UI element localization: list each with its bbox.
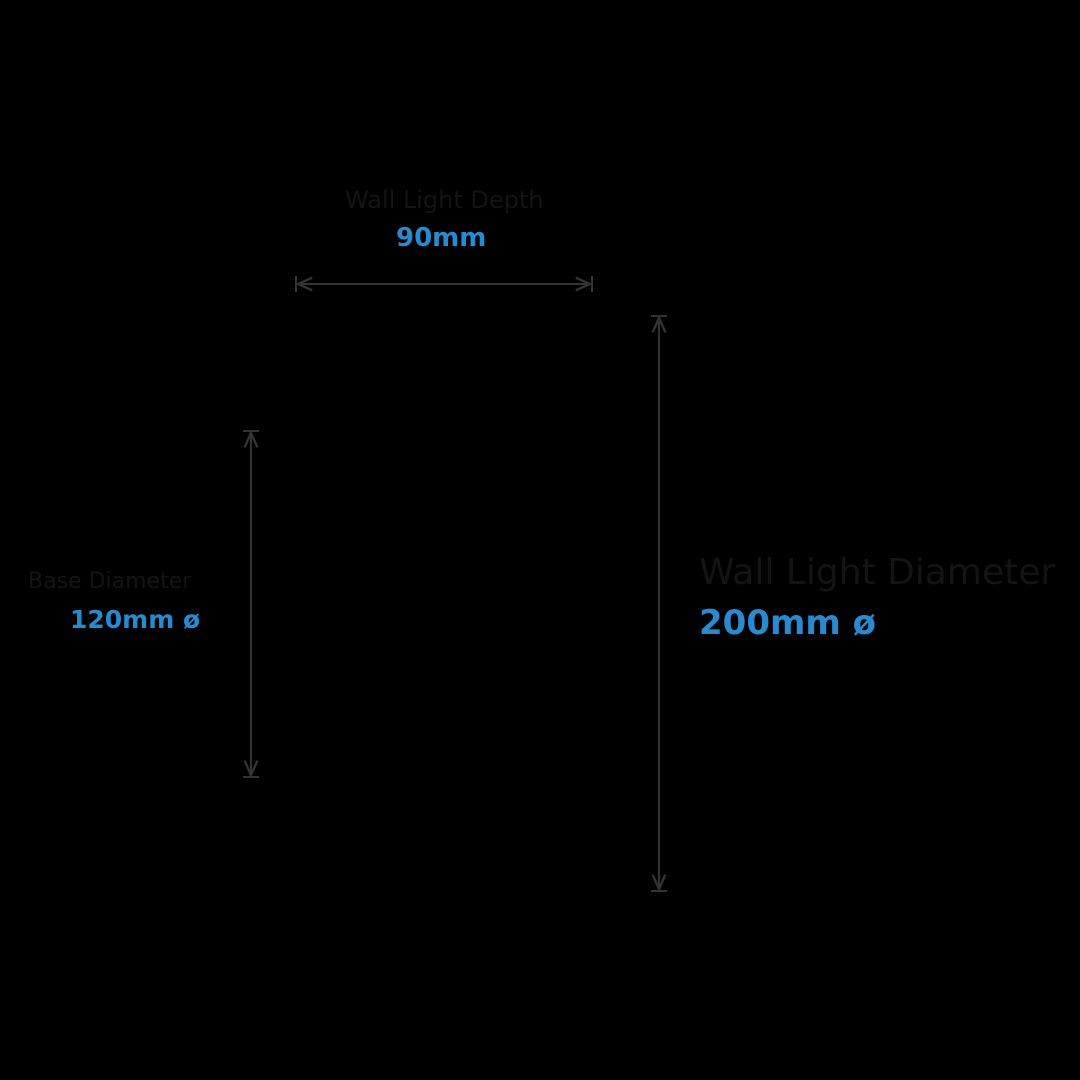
base-value: 120mm ø bbox=[70, 605, 201, 634]
base-label: Base Diameter bbox=[28, 569, 192, 594]
diameter-value: 200mm ø bbox=[699, 603, 877, 643]
depth-value: 90mm bbox=[396, 223, 487, 253]
depth-dimension-line bbox=[295, 276, 593, 292]
diameter-dimension-line bbox=[651, 315, 667, 892]
base-dimension-line bbox=[243, 430, 259, 778]
depth-label: Wall Light Depth bbox=[345, 186, 544, 214]
diameter-label: Wall Light Diameter bbox=[699, 552, 1056, 593]
